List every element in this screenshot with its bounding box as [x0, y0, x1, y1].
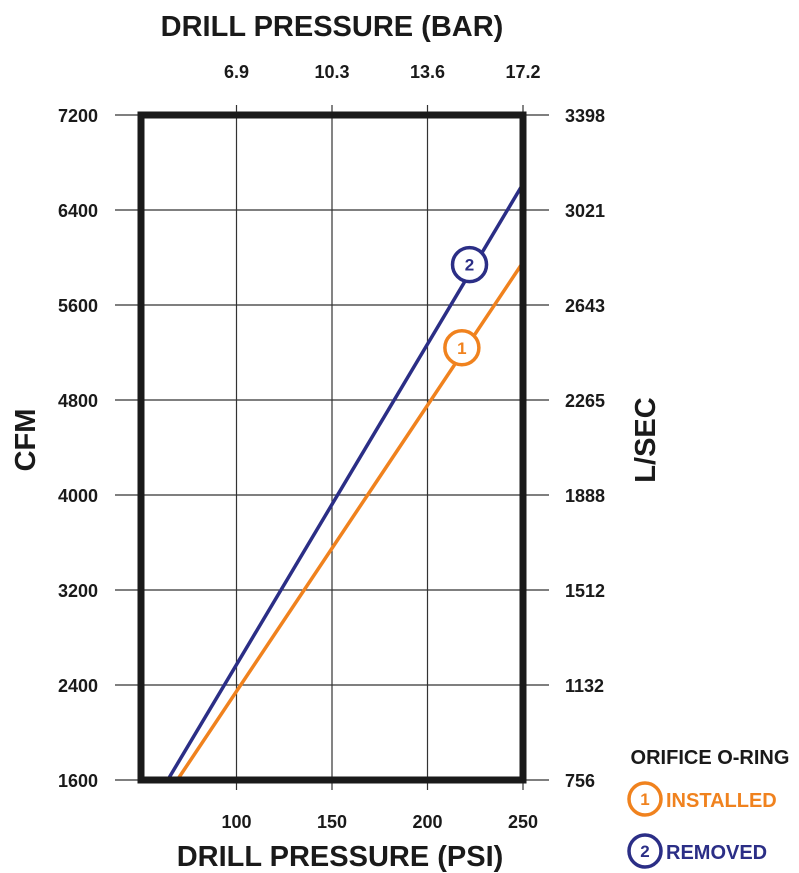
- x2-tick-label: 6.9: [224, 62, 249, 82]
- y2-tick-label: 756: [565, 771, 595, 791]
- series-marker-removed: [450, 245, 489, 284]
- y-tick-label: 4800: [58, 391, 98, 411]
- grid-lines: [115, 105, 549, 790]
- legend-marker-number: 2: [640, 842, 649, 861]
- y-tick-label: 6400: [58, 201, 98, 221]
- legend-label-installed: INSTALLED: [666, 790, 777, 812]
- legend-marker-removed: [627, 833, 663, 869]
- legend-label-removed: REMOVED: [666, 842, 767, 864]
- y-tick-label: 5600: [58, 296, 98, 316]
- y-tick-label: 4000: [58, 486, 98, 506]
- series-marker-installed: [443, 329, 481, 367]
- x-tick-label: 200: [412, 812, 442, 832]
- y-tick-label: 7200: [58, 106, 98, 126]
- x2-tick-label: 10.3: [314, 62, 349, 82]
- top-axis-title: DRILL PRESSURE (BAR): [161, 11, 504, 43]
- y-tick-label: 2400: [58, 676, 98, 696]
- y-axis-title: CFM: [10, 409, 42, 472]
- y2-tick-label: 3021: [565, 201, 605, 221]
- legend: ORIFICE O-RING 1 INSTALLED 2 REMOVED: [627, 747, 790, 869]
- y-tick-label: 1600: [58, 771, 98, 791]
- y-tick-label: 3200: [58, 581, 98, 601]
- x2-tick-label: 17.2: [505, 62, 540, 82]
- legend-marker-installed: [627, 781, 663, 817]
- x2-tick-label: 13.6: [410, 62, 445, 82]
- series-markers: 12: [443, 245, 489, 367]
- x-tick-label: 100: [221, 812, 251, 832]
- series-line-removed: [166, 182, 525, 781]
- y2-tick-label: 1888: [565, 486, 605, 506]
- y2-tick-label: 2265: [565, 391, 605, 411]
- y2-tick-label: 1512: [565, 581, 605, 601]
- x-tick-label: 250: [508, 812, 538, 832]
- series-marker-number: 2: [465, 256, 474, 275]
- x-tick-label: 150: [317, 812, 347, 832]
- legend-title: ORIFICE O-RING: [631, 747, 790, 769]
- plot-frame: [137, 111, 527, 784]
- y2-axis-title: L/SEC: [630, 397, 662, 482]
- y2-tick-label: 3398: [565, 106, 605, 126]
- x-axis-title: DRILL PRESSURE (PSI): [177, 841, 504, 873]
- legend-marker-number: 1: [640, 790, 649, 809]
- y2-tick-label: 1132: [565, 676, 604, 696]
- y2-tick-label: 2643: [565, 296, 605, 316]
- series-marker-number: 1: [457, 339, 466, 358]
